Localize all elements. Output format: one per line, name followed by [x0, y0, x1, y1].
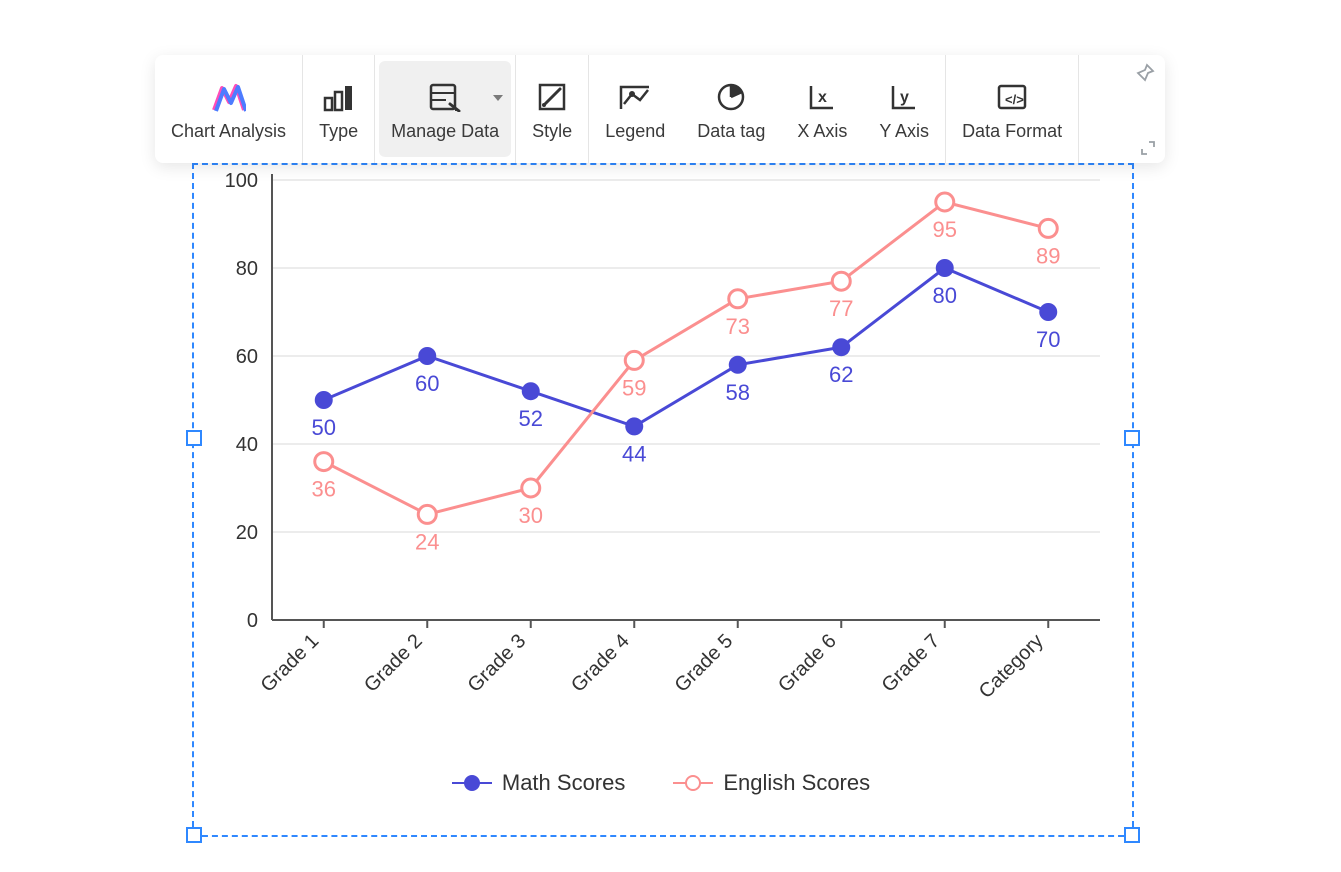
legend-label: Math Scores: [502, 770, 626, 796]
x-category-label: Grade 2: [360, 630, 427, 697]
x-category-label: Grade 1: [257, 630, 324, 697]
x-category-label: Category: [975, 630, 1048, 703]
svg-text:</>: </>: [1005, 92, 1024, 107]
x-category-label: Grade 6: [774, 630, 841, 697]
y-axis-icon: y: [889, 77, 919, 117]
x-axis-icon: x: [807, 77, 837, 117]
x-axis-label: X Axis: [797, 121, 847, 142]
data-point[interactable]: [1039, 303, 1057, 321]
legend-item-english[interactable]: English Scores: [673, 770, 870, 796]
bar-chart-icon: [322, 77, 356, 117]
logo-icon: [212, 77, 246, 117]
legend-label: Legend: [605, 121, 665, 142]
svg-text:x: x: [818, 89, 827, 106]
y-tick-label: 60: [236, 346, 258, 368]
data-sheet-icon: [428, 77, 462, 117]
data-tag-button[interactable]: Data tag: [681, 55, 781, 163]
data-point[interactable]: [315, 391, 333, 409]
data-label: 24: [415, 529, 439, 554]
x-category-label: Grade 4: [567, 630, 634, 697]
legend-button[interactable]: Legend: [589, 55, 681, 163]
data-label: 44: [622, 441, 646, 466]
type-label: Type: [319, 121, 358, 142]
y-axis-button[interactable]: y Y Axis: [863, 55, 945, 163]
data-label: 30: [519, 503, 543, 528]
y-axis-label: Y Axis: [879, 121, 929, 142]
data-label: 59: [622, 375, 646, 400]
chevron-down-icon: [493, 95, 503, 101]
y-tick-label: 80: [236, 258, 258, 280]
data-format-label: Data Format: [962, 121, 1062, 142]
data-label: 95: [933, 217, 957, 242]
data-tag-label: Data tag: [697, 121, 765, 142]
data-label: 77: [829, 296, 853, 321]
y-tick-label: 40: [236, 434, 258, 456]
legend-swatch-math-icon: [452, 775, 492, 791]
legend-swatch-english-icon: [673, 775, 713, 791]
resize-handle-bottom-left[interactable]: [186, 827, 202, 843]
data-label: 62: [829, 362, 853, 387]
style-label: Style: [532, 121, 572, 142]
data-point[interactable]: [936, 193, 954, 211]
x-category-label: Grade 5: [671, 630, 738, 697]
y-tick-label: 0: [247, 610, 258, 632]
data-point[interactable]: [522, 382, 540, 400]
type-button[interactable]: Type: [303, 55, 374, 163]
x-axis-button[interactable]: x X Axis: [781, 55, 863, 163]
data-label: 80: [933, 283, 957, 308]
data-point[interactable]: [418, 505, 436, 523]
chart-legend: Math Scores English Scores: [200, 770, 1122, 796]
data-label: 36: [312, 477, 336, 502]
data-label: 73: [726, 314, 750, 339]
data-label: 50: [312, 415, 336, 440]
manage-data-label: Manage Data: [391, 121, 499, 142]
data-point[interactable]: [832, 272, 850, 290]
manage-data-button[interactable]: Manage Data: [379, 61, 511, 157]
data-format-button[interactable]: </> Data Format: [946, 55, 1078, 163]
data-label: 58: [726, 380, 750, 405]
data-label: 60: [415, 371, 439, 396]
legend-label: English Scores: [723, 770, 870, 796]
data-point[interactable]: [729, 356, 747, 374]
resize-handle-right[interactable]: [1124, 430, 1140, 446]
x-category-label: Grade 7: [878, 630, 945, 697]
data-format-icon: </>: [995, 77, 1029, 117]
data-point[interactable]: [315, 453, 333, 471]
style-icon: [537, 77, 567, 117]
resize-handle-bottom-right[interactable]: [1124, 827, 1140, 843]
chart-analysis-label: Chart Analysis: [171, 121, 286, 142]
data-point[interactable]: [522, 479, 540, 497]
line-chart[interactable]: 0 20 40 60 80 100 Grade 1 Grade 2 Grade 3 Grade 4…: [200, 170, 1122, 750]
data-point[interactable]: [625, 351, 643, 369]
expand-icon[interactable]: [1141, 141, 1155, 155]
y-tick-label: 100: [225, 170, 258, 192]
pin-icon[interactable]: [1135, 63, 1155, 83]
data-point[interactable]: [729, 290, 747, 308]
svg-text:y: y: [900, 89, 909, 106]
data-label: 89: [1036, 243, 1060, 268]
data-point[interactable]: [1039, 219, 1057, 237]
data-label: 52: [519, 406, 543, 431]
data-point[interactable]: [936, 259, 954, 277]
data-point[interactable]: [832, 338, 850, 356]
chart-toolbar: Chart Analysis Type: [155, 55, 1165, 163]
y-tick-label: 20: [236, 522, 258, 544]
data-tag-icon: [716, 77, 746, 117]
style-button[interactable]: Style: [516, 55, 588, 163]
legend-icon: [618, 77, 652, 117]
data-point[interactable]: [418, 347, 436, 365]
chart-analysis-button[interactable]: Chart Analysis: [155, 55, 302, 163]
data-label: 70: [1036, 327, 1060, 352]
x-category-label: Grade 3: [464, 630, 531, 697]
legend-item-math[interactable]: Math Scores: [452, 770, 626, 796]
data-point[interactable]: [625, 417, 643, 435]
